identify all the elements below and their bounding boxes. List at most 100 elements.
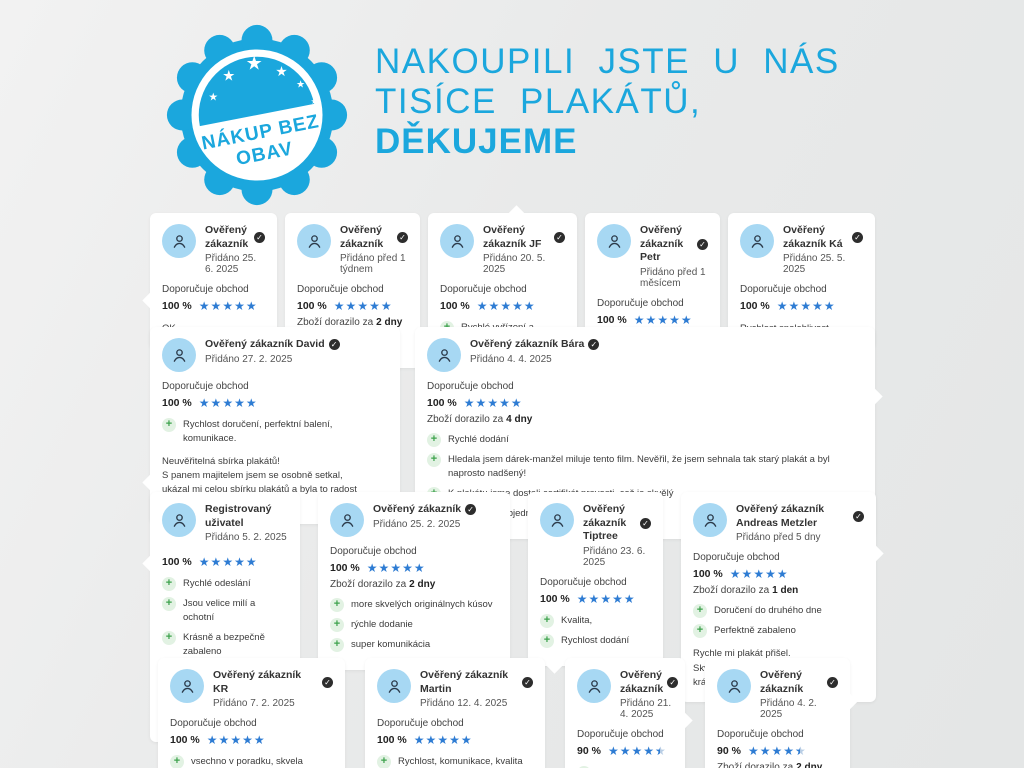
- plus-icon: +: [693, 604, 707, 619]
- star-icon: ★: [669, 312, 680, 327]
- star-icon: ★: [788, 299, 800, 314]
- star-icon: ★: [245, 396, 257, 410]
- verified-check-icon: ✓: [853, 511, 864, 523]
- reviewer-name: Ověřený zákazník Ká: [783, 224, 843, 250]
- reviewer-info: Ověřený zákazník David ✓ Přidáno 27. 2. 20…: [205, 338, 340, 365]
- star-icon: ★: [523, 299, 535, 314]
- avatar: [577, 669, 611, 703]
- plus-icon: +: [162, 418, 176, 432]
- pro-text: vsechno v poradku, skvela komunikace: [191, 756, 303, 768]
- review-card[interactable]: Ověřený zákazník ✓ Přidáno 25. 2. 2025 Dopo…: [318, 492, 510, 670]
- star-icon: ★: [488, 299, 500, 314]
- star-icon: ★: [588, 591, 600, 606]
- rating-percent: 100 %: [427, 397, 457, 409]
- star-icon: ★: [449, 733, 460, 748]
- rating-row: 100 % ★ ★ ★ ★ ★: [693, 567, 864, 581]
- star-rating: ★ ★ ★ ★ ★: [414, 733, 472, 747]
- recommend-label: Doporučuje obchod: [597, 297, 684, 309]
- review-card[interactable]: Ověřený zákazník Tiptree ✓ Přidáno 23. 6. …: [528, 492, 663, 674]
- person-icon: [451, 234, 463, 248]
- star-icon: ★: [402, 561, 413, 575]
- person-icon: [341, 513, 353, 527]
- rating-row: 100 % ★ ★ ★ ★ ★: [162, 555, 288, 569]
- review-card[interactable]: Ověřený zákazník Martin ✓ Přidáno 12. 4. 2…: [365, 658, 545, 768]
- review-header: Ověřený zákazník Ká ✓ Přidáno 25. 5. 2025: [740, 224, 863, 275]
- rating-percent: 100 %: [540, 592, 570, 605]
- pro-item: + more skvelých originálnych kúsov: [330, 598, 498, 612]
- review-date: Přidáno 25. 5. 2025: [783, 253, 846, 276]
- star-icon: ★: [345, 299, 357, 314]
- recommend-label: Doporučuje obchod: [377, 718, 464, 730]
- star-icon: ★: [357, 299, 369, 314]
- review-card[interactable]: Ověřený zákazník ✓ Přidáno 25. 6. 2025 Dopo…: [142, 213, 277, 349]
- reviewer-name: Ověřený zákazník Martin: [420, 669, 509, 695]
- pro-item: + Rychlost doručení, perfektní balení, ko…: [162, 418, 388, 446]
- reviewer-name-row: Ověřený zákazník ✓: [620, 669, 679, 696]
- review-date: Přidáno před 1 týdnem: [340, 253, 406, 276]
- card-tail: [142, 291, 161, 311]
- star-icon: ★: [234, 299, 245, 314]
- reviewer-name: Ověřený zákazník KR: [213, 669, 302, 695]
- trust-badge[interactable]: ★ ★ ★ ★ ★ ★ NÁKUP BEZ OBAV: [166, 24, 348, 206]
- star-icon: ★: [776, 299, 788, 314]
- pro-text: Rychlé odeslání: [183, 578, 251, 590]
- delivery-text: Zboží dorazilo za: [297, 317, 374, 329]
- person-icon: [438, 348, 450, 362]
- avatar: [162, 503, 196, 537]
- review-date: Přidáno 20. 5. 2025: [483, 253, 546, 276]
- star-icon: ★: [657, 312, 669, 327]
- person-icon: [388, 679, 400, 693]
- reviewer-info: Ověřený zákazník Ká ✓ Přidáno 25. 5. 2025: [783, 224, 863, 275]
- verified-check-icon: ✓: [328, 339, 340, 351]
- star-icon: ★: [210, 555, 222, 570]
- reviewer-name: Ověřený zákazník Tiptree: [583, 503, 627, 543]
- verified-check-icon: ✓: [554, 232, 565, 244]
- card-tail: [142, 473, 161, 493]
- rating-percent: 100 %: [377, 734, 407, 747]
- avatar: [740, 224, 774, 258]
- person-icon: [173, 513, 185, 527]
- verified-check-icon: ✓: [465, 504, 477, 516]
- reviewer-name-row: Ověřený zákazník JF ✓: [483, 224, 565, 251]
- review-card[interactable]: Ověřený zákazník ✓ Přidáno 4. 2. 2025 Dopor…: [705, 658, 858, 768]
- person-icon: [551, 513, 563, 527]
- rating-row: 100 % ★ ★ ★ ★ ★: [427, 396, 863, 410]
- pro-text: more skvelých originálnych kúsov: [351, 599, 493, 610]
- person-icon: [751, 234, 763, 248]
- star-rating: ★ ★ ★ ★ ★: [777, 299, 835, 313]
- avatar: [377, 669, 411, 703]
- pros-list: + Doručení do druhého dne + Perfektně zabal…: [693, 604, 864, 639]
- avatar: [540, 503, 574, 537]
- verified-check-icon: ✓: [322, 677, 333, 689]
- reviewer-name-row: Ověřený zákazník ✓: [340, 224, 408, 251]
- verified-check-icon: ✓: [827, 677, 838, 689]
- review-card[interactable]: Ověřený zákazník ✓ Přidáno 21. 4. 2025 Dopo…: [565, 658, 693, 768]
- star-icon: ★: [729, 567, 741, 582]
- rating-row: 100 % ★ ★ ★ ★ ★: [440, 299, 565, 313]
- star-icon: ★: [759, 744, 771, 759]
- verified-check-icon: ✓: [588, 339, 600, 351]
- avatar: [162, 338, 196, 372]
- star-icon: ★: [437, 733, 449, 748]
- star-icon: ★: [645, 312, 657, 327]
- star-icon: ★: [380, 299, 392, 314]
- headline-line-3: DĚKUJEME: [375, 122, 578, 161]
- delivery-days: 1 den: [772, 585, 799, 597]
- verified-check-icon: ✓: [852, 232, 863, 244]
- review-card[interactable]: Ověřený zákazník Ká ✓ Přidáno 25. 5. 2025 D…: [728, 213, 875, 349]
- star-icon: ★: [245, 555, 257, 570]
- reviewer-name: Ověřený zákazník JF: [483, 224, 542, 250]
- review-card[interactable]: Ověřený zákazník KR ✓ Přidáno 7. 2. 2025 Do…: [158, 658, 345, 768]
- reviewer-name: Ověřený zákazník David: [205, 338, 325, 350]
- star-icon: ★: [623, 591, 635, 606]
- star-icon: ★: [476, 299, 488, 314]
- star-icon: ★: [776, 567, 788, 582]
- review-text-line: Neuvěřitelná sbírka plakátů!: [162, 455, 280, 467]
- reviewer-name-row: Ověřený zákazník ✓: [205, 224, 265, 251]
- review-card[interactable]: Ověřený zákazník David ✓ Přidáno 27. 2. 20…: [142, 327, 400, 524]
- plus-icon: +: [330, 618, 344, 632]
- plus-icon: +: [540, 613, 554, 628]
- reviewer-name-row: Ověřený zákazník Martin ✓: [420, 669, 533, 696]
- reviewer-info: Ověřený zákazník Martin ✓ Přidáno 12. 4. 2…: [420, 669, 533, 709]
